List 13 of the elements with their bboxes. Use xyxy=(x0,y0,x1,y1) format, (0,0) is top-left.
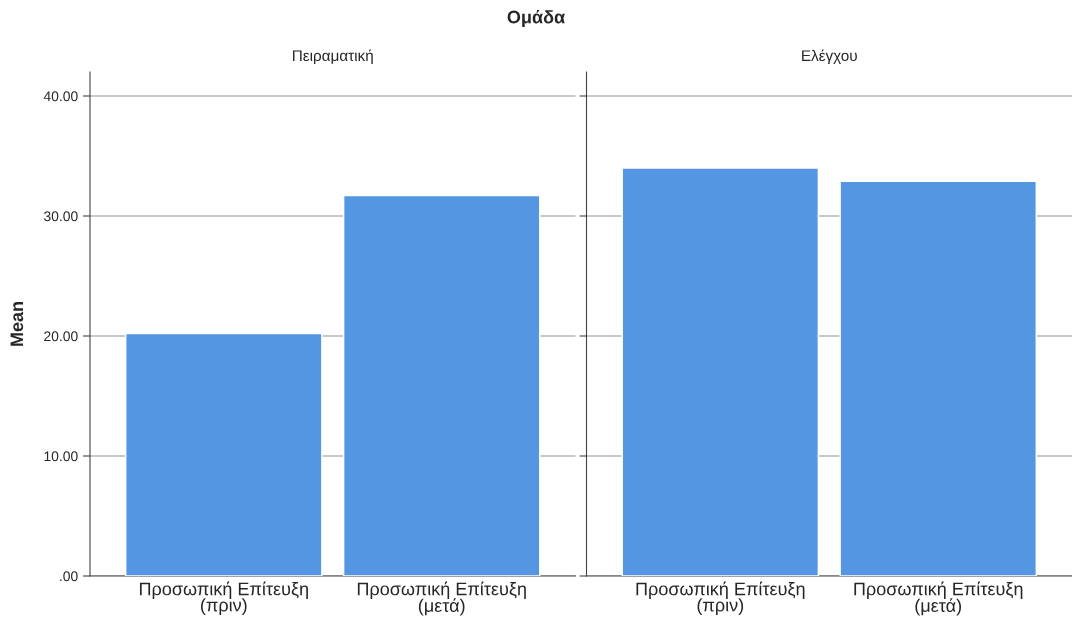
chart-subtitle: Πειραματική xyxy=(293,49,373,65)
y-tick-label: 40.00 xyxy=(43,91,78,102)
x-tick-label: Προσωπική Επίτευξη (μετά) xyxy=(854,581,1023,616)
x-tick-label: Προσωπική Επίτευξη (πριν) xyxy=(636,581,805,616)
y-tick-label: 20.00 xyxy=(44,331,78,342)
chart-subtitle: Ελέγχου xyxy=(802,49,857,65)
y-tick-label: 30.00 xyxy=(43,211,78,222)
x-tick-label: Προσωπική Επίτευξη (μετά) xyxy=(357,581,526,616)
x-tick-label: Προσωπική Επίτευξη (πριν) xyxy=(139,581,308,616)
chart-title: Ομάδα xyxy=(507,9,565,27)
y-tick-label: .00 xyxy=(60,571,78,582)
y-tick-label: 10.00 xyxy=(44,451,78,462)
y-axis-title: Mean xyxy=(10,302,24,346)
